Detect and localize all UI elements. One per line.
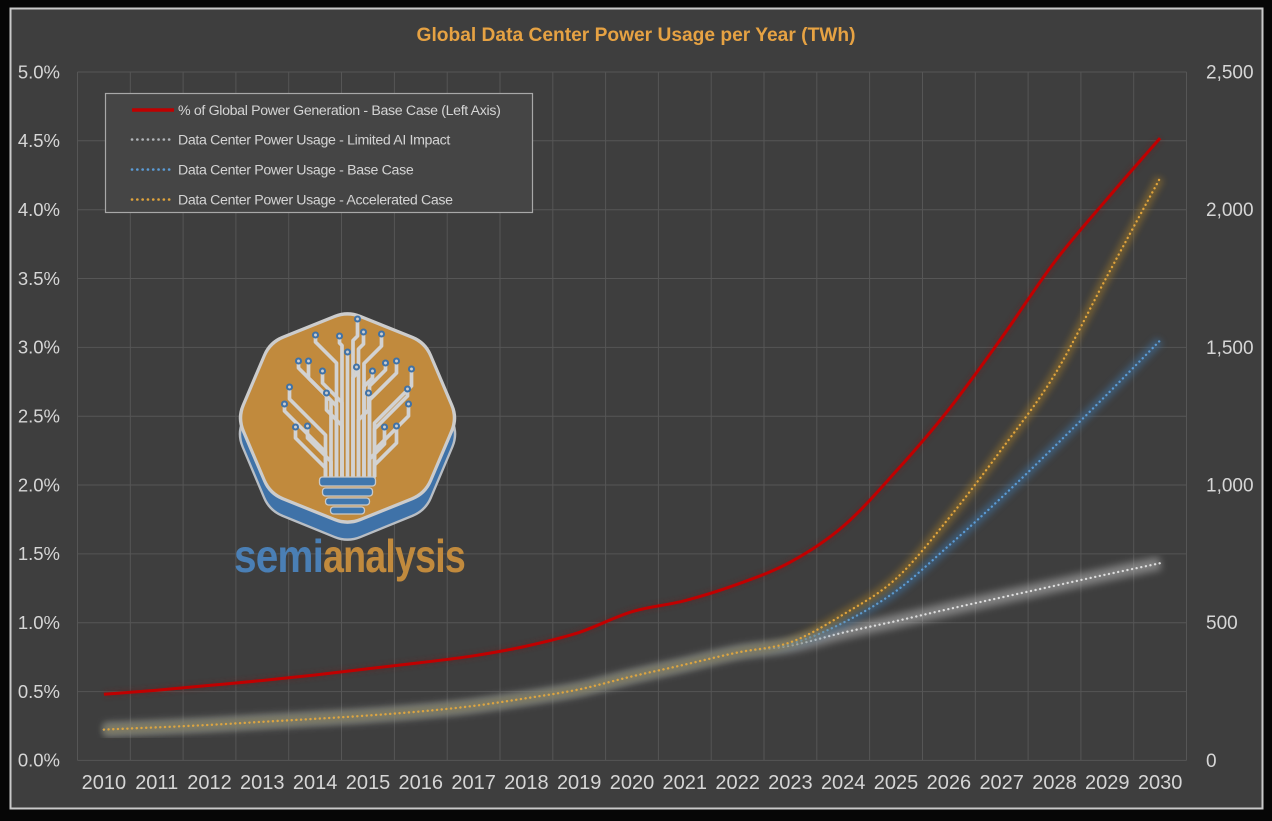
svg-text:2029: 2029 — [1085, 772, 1130, 794]
svg-text:0.5%: 0.5% — [18, 681, 60, 702]
svg-text:2010: 2010 — [82, 772, 127, 794]
svg-text:3.5%: 3.5% — [18, 268, 60, 289]
svg-text:Data Center Power Usage - Acce: Data Center Power Usage - Accelerated Ca… — [178, 193, 453, 209]
svg-text:semi: semi — [234, 530, 323, 582]
svg-text:4.0%: 4.0% — [18, 199, 60, 220]
svg-text:2028: 2028 — [1032, 772, 1077, 794]
svg-text:2018: 2018 — [504, 772, 549, 794]
svg-text:2011: 2011 — [135, 772, 178, 794]
svg-text:2017: 2017 — [451, 772, 496, 794]
svg-text:Data Center Power Usage - Limi: Data Center Power Usage - Limited AI Imp… — [178, 133, 450, 149]
svg-text:1,500: 1,500 — [1206, 338, 1254, 359]
svg-text:0.0%: 0.0% — [18, 750, 60, 771]
svg-text:5.0%: 5.0% — [18, 61, 60, 82]
svg-text:2015: 2015 — [346, 772, 391, 794]
svg-text:1.5%: 1.5% — [18, 543, 60, 564]
svg-text:2022: 2022 — [715, 772, 760, 794]
svg-text:% of Global Power Generation -: % of Global Power Generation - Base Case… — [178, 103, 500, 119]
svg-text:4.5%: 4.5% — [18, 130, 60, 151]
svg-text:2.5%: 2.5% — [18, 406, 60, 427]
svg-text:2030: 2030 — [1138, 772, 1183, 794]
svg-text:2024: 2024 — [821, 772, 866, 794]
svg-text:500: 500 — [1206, 613, 1238, 634]
svg-text:2021: 2021 — [663, 772, 708, 794]
svg-text:2.0%: 2.0% — [18, 474, 60, 495]
svg-text:analysis: analysis — [323, 530, 465, 582]
svg-text:0: 0 — [1206, 751, 1217, 772]
svg-text:2027: 2027 — [979, 772, 1024, 794]
svg-text:Global Data Center Power Usage: Global Data Center Power Usage per Year … — [417, 25, 856, 46]
svg-text:3.0%: 3.0% — [18, 337, 60, 358]
svg-text:2023: 2023 — [768, 772, 813, 794]
svg-text:2016: 2016 — [399, 772, 444, 794]
svg-text:2013: 2013 — [240, 772, 285, 794]
svg-text:1,000: 1,000 — [1206, 476, 1254, 497]
svg-text:Data Center Power Usage - Base: Data Center Power Usage - Base Case — [178, 163, 414, 179]
svg-text:1.0%: 1.0% — [18, 612, 60, 633]
svg-text:2026: 2026 — [927, 772, 972, 794]
svg-text:2020: 2020 — [610, 772, 655, 794]
svg-text:2014: 2014 — [293, 772, 338, 794]
svg-text:2,000: 2,000 — [1206, 200, 1254, 221]
svg-text:2,500: 2,500 — [1206, 63, 1254, 84]
svg-text:2012: 2012 — [187, 772, 232, 794]
svg-text:2025: 2025 — [874, 772, 919, 794]
svg-text:2019: 2019 — [557, 772, 602, 794]
